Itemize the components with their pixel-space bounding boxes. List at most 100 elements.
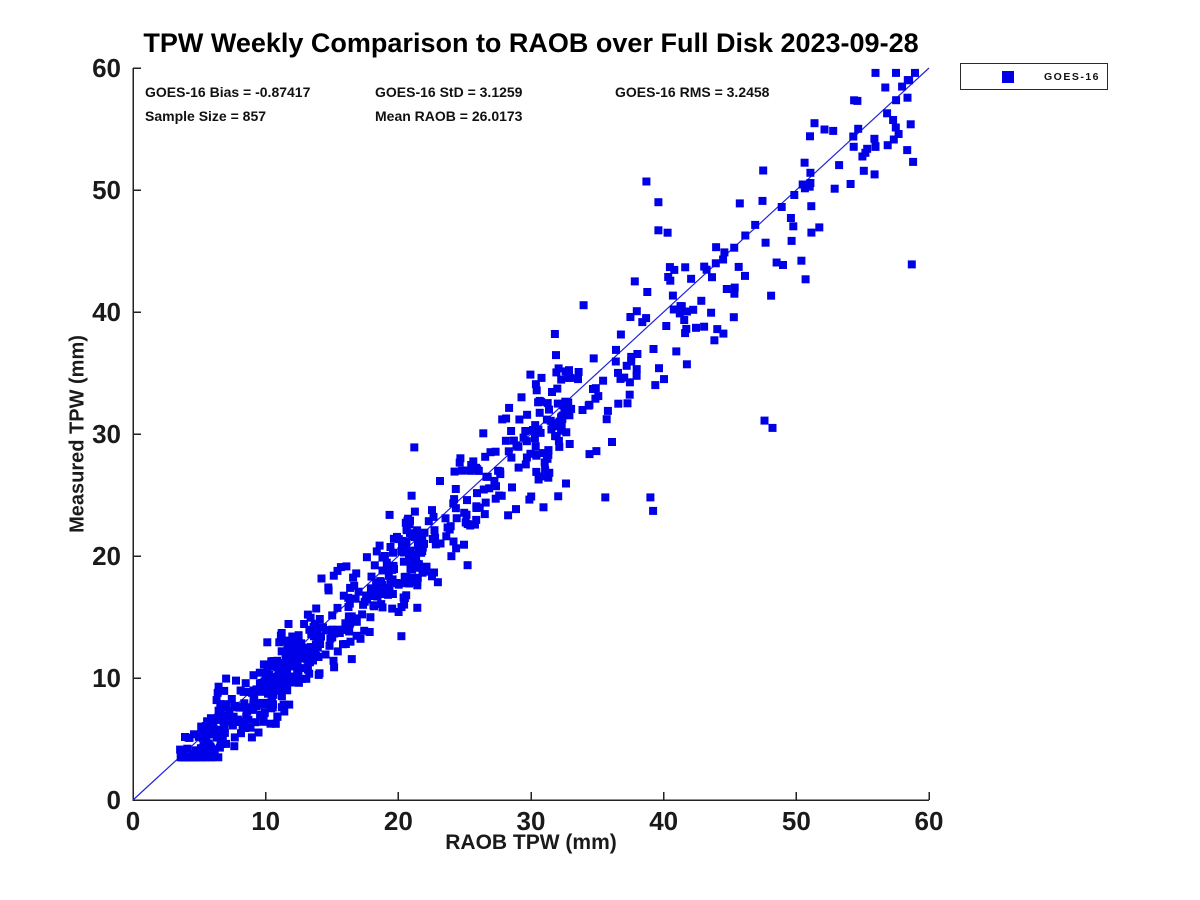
- scatter-point: [479, 485, 488, 494]
- scatter-point: [350, 581, 359, 590]
- scatter-point: [800, 184, 809, 193]
- scatter-point: [758, 196, 767, 205]
- scatter-point: [400, 572, 409, 581]
- y-tick-label: 20: [92, 541, 121, 571]
- scatter-point: [257, 687, 266, 696]
- scatter-point: [385, 586, 394, 595]
- scatter-point: [730, 243, 739, 252]
- scatter-point: [328, 611, 337, 620]
- scatter-point: [532, 467, 541, 476]
- scatter-point: [382, 558, 391, 567]
- scatter-point: [806, 168, 815, 177]
- scatter-point: [894, 130, 903, 138]
- scatter-point: [352, 617, 361, 626]
- scatter-point: [565, 440, 574, 448]
- scatter-point: [849, 132, 858, 141]
- scatter-point: [457, 466, 466, 475]
- scatter-point: [911, 68, 919, 77]
- scatter-point: [346, 583, 355, 592]
- scatter-point: [720, 248, 729, 257]
- scatter-point: [406, 546, 415, 555]
- scatter-point: [370, 561, 379, 570]
- scatter-point: [625, 390, 634, 399]
- scatter-point: [891, 123, 900, 132]
- scatter-point: [302, 674, 311, 683]
- scatter-point: [375, 541, 384, 550]
- scatter-point: [462, 466, 471, 475]
- scatter-point: [293, 667, 302, 676]
- chart-title: TPW Weekly Comparison to RAOB over Full …: [143, 28, 919, 58]
- scatter-point: [480, 510, 489, 519]
- scatter-point: [892, 68, 900, 77]
- scatter-point: [858, 152, 867, 161]
- scatter-point: [623, 399, 632, 408]
- scatter-point: [273, 676, 282, 685]
- scatter-point: [275, 686, 284, 695]
- scatter-point: [854, 124, 863, 133]
- scatter-point: [428, 572, 436, 581]
- scatter-point: [267, 702, 276, 711]
- scatter-point: [449, 537, 458, 546]
- scatter-point: [370, 602, 378, 611]
- scatter-point: [227, 717, 236, 726]
- scatter-point: [655, 364, 663, 373]
- scatter-point: [176, 753, 185, 762]
- scatter-point: [599, 376, 608, 385]
- scatter-point: [632, 307, 641, 316]
- scatter-point: [365, 628, 374, 636]
- scatter-point: [681, 263, 690, 272]
- scatter-point: [200, 742, 209, 751]
- scatter-point: [501, 436, 510, 445]
- scatter-point: [394, 608, 403, 616]
- scatter-point: [263, 686, 272, 695]
- scatter-point: [217, 739, 226, 748]
- scatter-point: [407, 491, 416, 500]
- scatter-point: [687, 274, 696, 283]
- scatter-point: [786, 214, 795, 222]
- scatter-point: [290, 672, 299, 681]
- scatter-point: [277, 629, 286, 637]
- scatter-point: [767, 291, 776, 300]
- scatter-point: [507, 427, 516, 435]
- scatter-point: [254, 728, 263, 737]
- scatter-point: [779, 261, 787, 269]
- scatter-point: [272, 662, 281, 671]
- y-tick-label: 30: [92, 419, 121, 449]
- stat-bias: GOES-16 Bias = -0.87417: [145, 84, 311, 100]
- scatter-point: [214, 713, 223, 722]
- scatter-point: [249, 671, 258, 680]
- scatter-point: [730, 283, 739, 292]
- scatter-point: [324, 583, 333, 592]
- scatter-point: [550, 330, 559, 338]
- scatter-point: [719, 255, 728, 264]
- x-tick-label: 40: [649, 806, 678, 836]
- scatter-point: [665, 263, 674, 272]
- scatter-point: [294, 631, 303, 640]
- scatter-point: [230, 742, 239, 751]
- scatter-point: [870, 170, 879, 179]
- scatter-point: [492, 482, 500, 491]
- scatter-point: [238, 722, 247, 731]
- scatter-point: [362, 553, 371, 562]
- scatter-point: [557, 422, 566, 430]
- scatter-point: [252, 687, 261, 696]
- scatter-point: [554, 492, 563, 501]
- scatter-point: [297, 649, 306, 658]
- scatter-point: [245, 688, 254, 696]
- scatter-point: [677, 302, 686, 311]
- scatter-point: [906, 120, 915, 129]
- scatter-point: [430, 526, 439, 535]
- scatter-point: [646, 493, 655, 502]
- scatter-point: [222, 739, 230, 748]
- scatter-point: [552, 432, 561, 441]
- scatter-point: [589, 385, 597, 393]
- scatter-point: [275, 638, 284, 647]
- scatter-point: [651, 381, 660, 390]
- scatter-point: [883, 141, 892, 150]
- scatter-point: [751, 220, 760, 229]
- scatter-point: [622, 361, 631, 370]
- scatter-point: [829, 126, 838, 135]
- scatter-point: [400, 548, 408, 557]
- scatter-point: [531, 380, 540, 389]
- y-tick-label: 50: [92, 175, 121, 205]
